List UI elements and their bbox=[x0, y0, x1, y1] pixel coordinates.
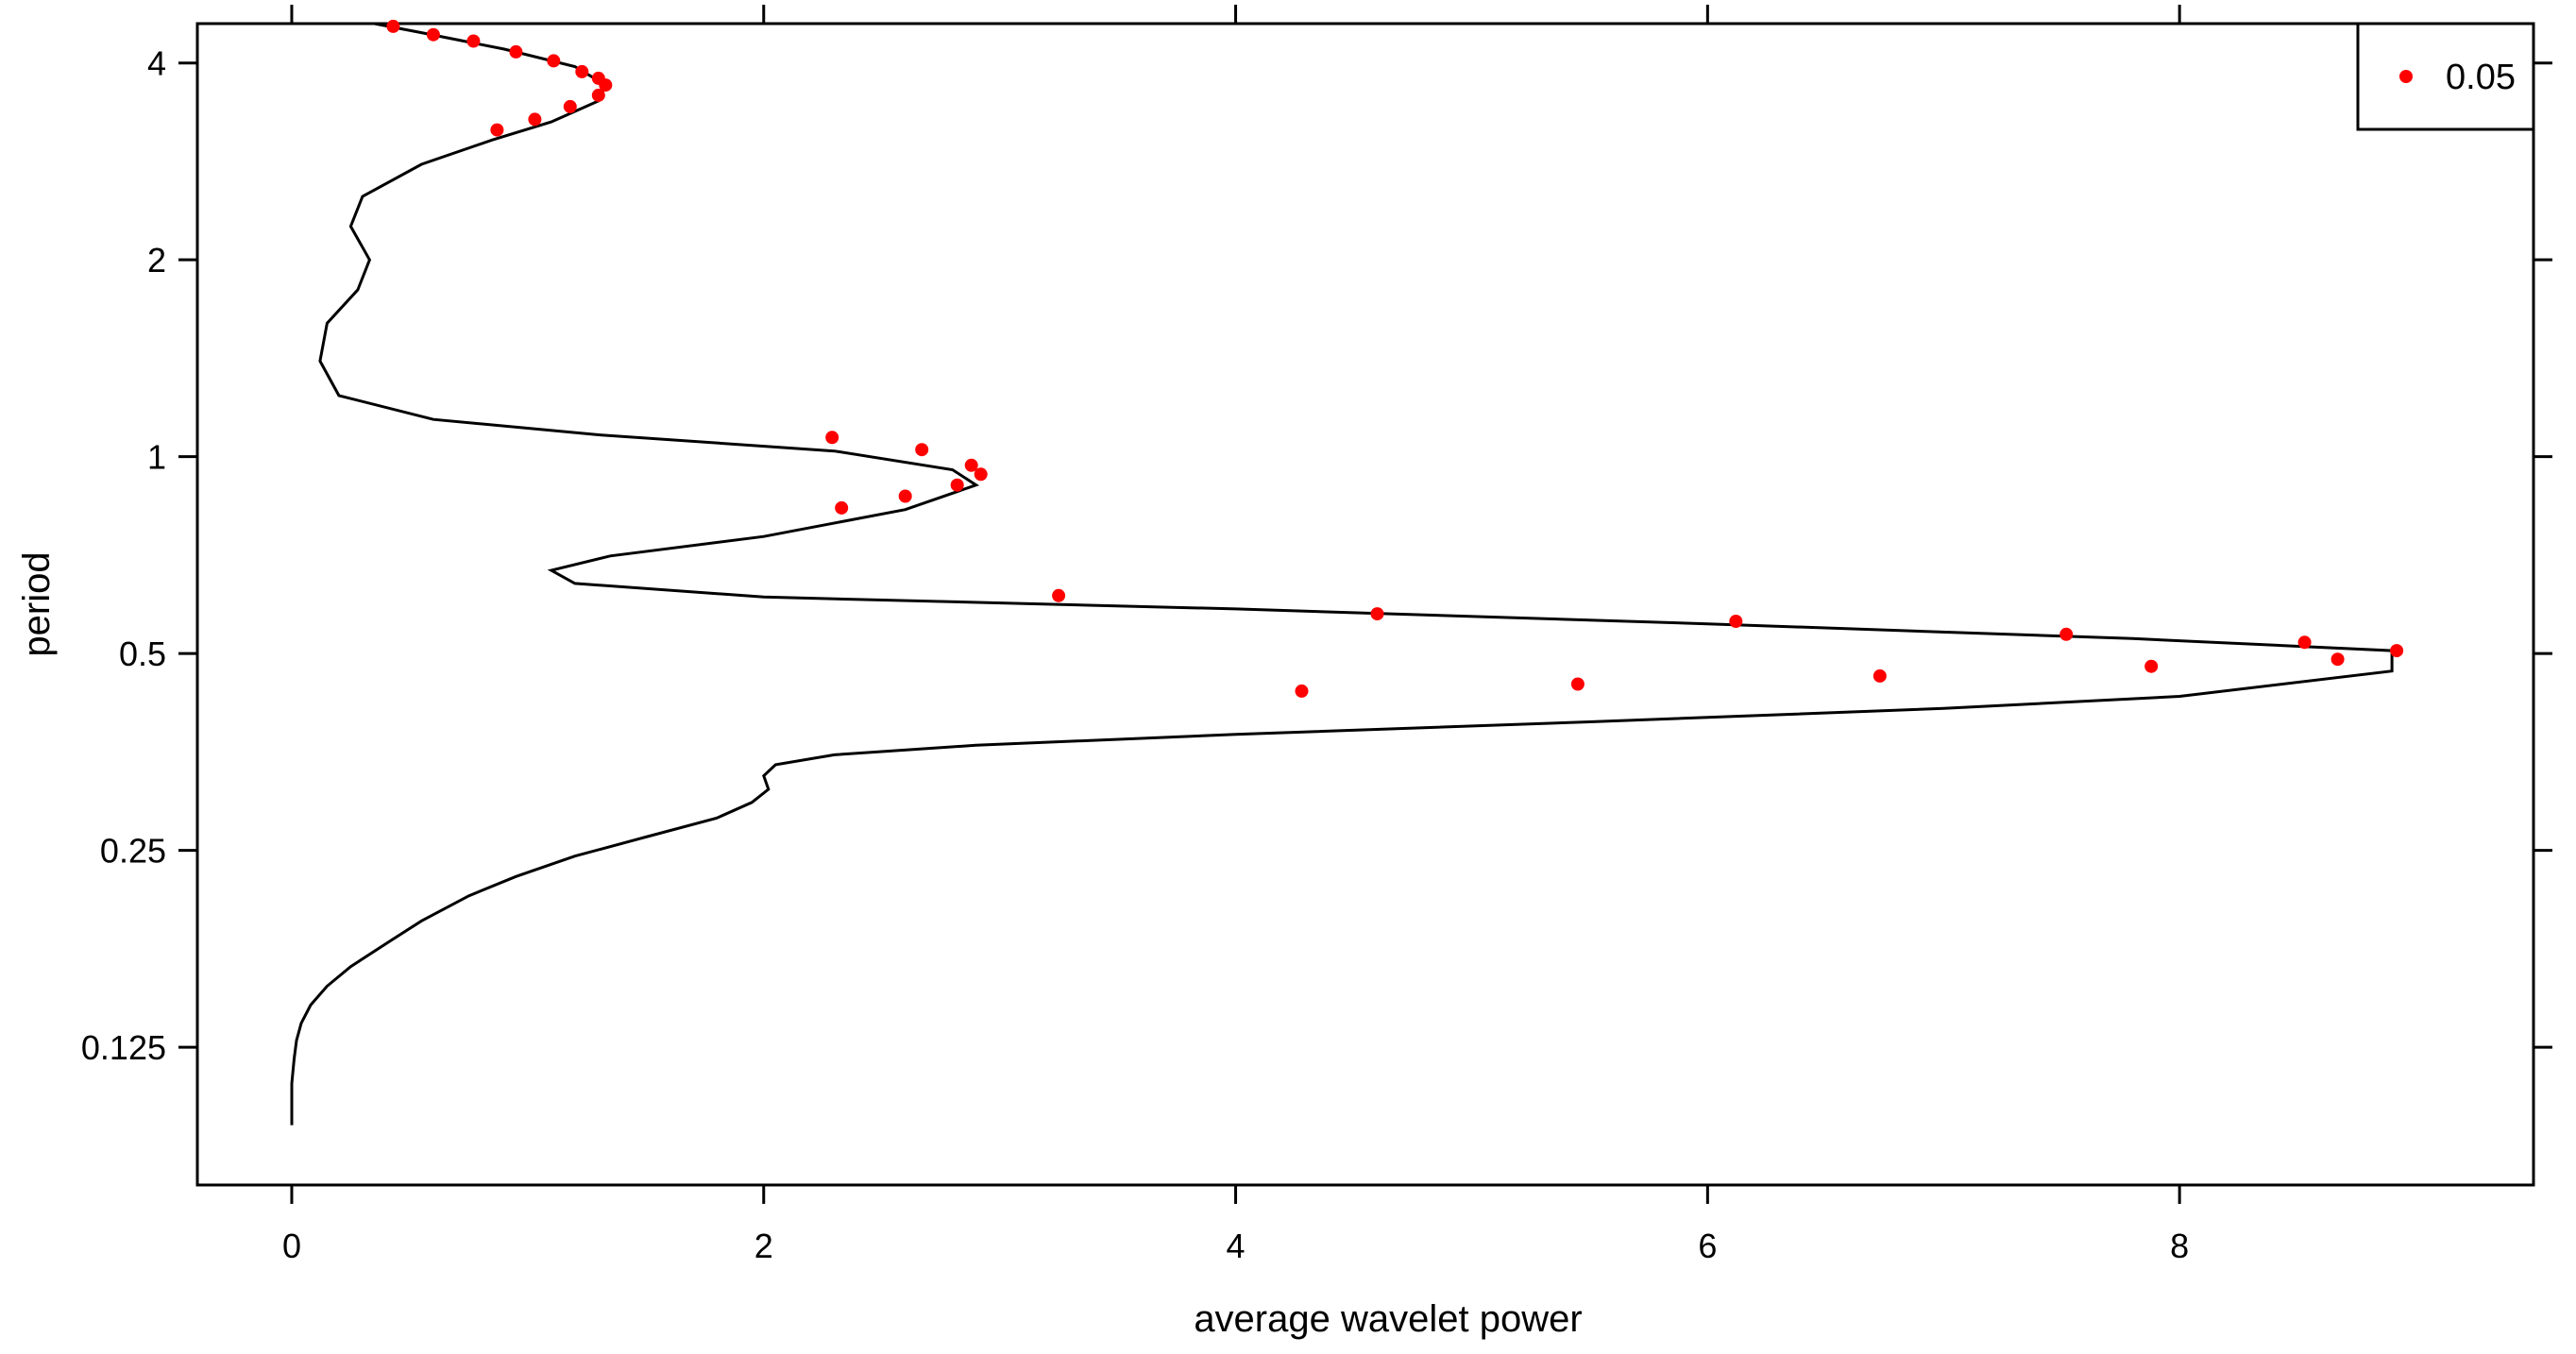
significance-point bbox=[835, 500, 849, 515]
significance-point bbox=[915, 443, 929, 457]
significance-point bbox=[2297, 635, 2312, 650]
significance-point bbox=[898, 489, 912, 503]
legend: 0.05 bbox=[2356, 22, 2535, 131]
significance-point bbox=[825, 431, 839, 445]
x-tick-label: 8 bbox=[2170, 1227, 2189, 1265]
x-tick-label: 6 bbox=[1698, 1227, 1717, 1265]
significance-point bbox=[1729, 615, 1743, 628]
significance-point bbox=[950, 478, 964, 492]
significance-point bbox=[490, 123, 504, 137]
significance-point bbox=[1295, 684, 1309, 698]
y-tick-label: 0.25 bbox=[100, 832, 166, 871]
y-tick-label: 0.5 bbox=[119, 635, 166, 673]
y-tick-label: 1 bbox=[147, 438, 166, 477]
legend-box bbox=[2356, 22, 2535, 131]
significance-point bbox=[1052, 588, 1066, 602]
significance-point bbox=[2330, 652, 2345, 667]
significance-point bbox=[2390, 644, 2404, 658]
x-tick-label: 2 bbox=[754, 1227, 773, 1265]
significance-point bbox=[547, 54, 561, 68]
y-axis: 0.125 0.25 0.5 1 2 4 bbox=[81, 44, 2552, 1067]
x-axis: 0 2 4 6 8 bbox=[282, 5, 2189, 1265]
significance-point bbox=[426, 27, 440, 42]
x-axis-title: average wavelet power bbox=[1194, 1298, 1582, 1340]
significance-point bbox=[1370, 607, 1384, 621]
significance-point bbox=[599, 78, 613, 93]
y-tick-label: 2 bbox=[147, 241, 166, 279]
y-tick-label: 0.125 bbox=[81, 1028, 166, 1067]
significance-point bbox=[528, 112, 542, 127]
y-axis-title: period bbox=[16, 551, 58, 656]
significance-point bbox=[2144, 659, 2159, 673]
legend-label: 0.05 bbox=[2446, 58, 2516, 97]
significance-point bbox=[386, 19, 400, 33]
significance-point bbox=[591, 88, 605, 102]
significance-point bbox=[2059, 627, 2074, 641]
legend-marker bbox=[2399, 70, 2413, 83]
significance-point bbox=[964, 458, 978, 472]
x-tick-label: 0 bbox=[282, 1227, 301, 1265]
average-power-line bbox=[290, 22, 2394, 1126]
significance-point bbox=[1570, 677, 1585, 691]
significance-point bbox=[1873, 669, 1887, 683]
significance-points bbox=[386, 19, 2404, 698]
x-tick-label: 4 bbox=[1227, 1227, 1246, 1265]
significance-point bbox=[974, 467, 988, 482]
y-tick-label: 4 bbox=[147, 44, 166, 83]
significance-point bbox=[466, 34, 481, 48]
significance-point bbox=[575, 64, 589, 78]
plot-frame bbox=[195, 22, 2535, 1187]
significance-point bbox=[563, 99, 577, 113]
significance-point bbox=[509, 44, 523, 59]
